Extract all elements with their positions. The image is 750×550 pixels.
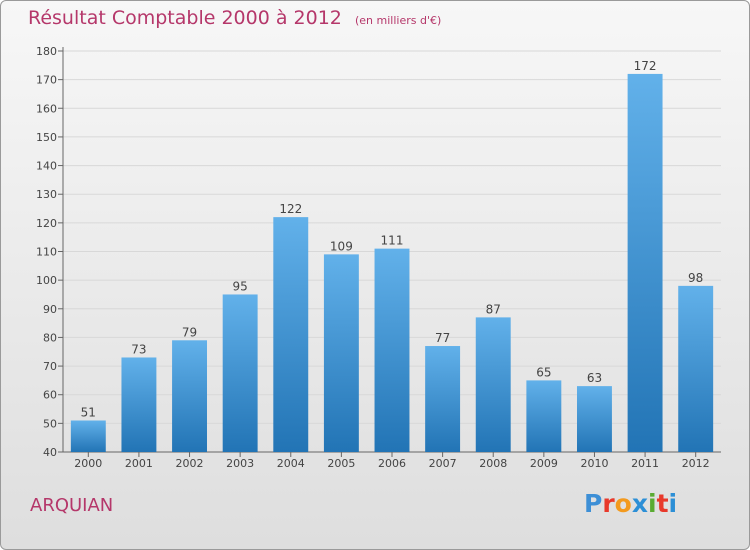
data-label-2001: 73 bbox=[131, 342, 146, 356]
data-label-2003: 95 bbox=[233, 279, 248, 293]
y-tick-label: 140 bbox=[36, 160, 57, 173]
data-label-2007: 77 bbox=[435, 331, 450, 345]
y-tick-label: 110 bbox=[36, 246, 57, 259]
data-label-2011: 172 bbox=[634, 59, 657, 73]
bar-2005 bbox=[323, 254, 359, 452]
data-label-2005: 109 bbox=[330, 239, 353, 253]
bar-2007 bbox=[425, 346, 461, 452]
proxiti-logo: Proxiti bbox=[584, 489, 677, 518]
logo-letter: o bbox=[614, 489, 632, 518]
data-label-2009: 65 bbox=[536, 365, 551, 379]
chart-title: Résultat Comptable 2000 à 2012 (en milli… bbox=[28, 7, 441, 29]
bar-2003 bbox=[222, 294, 258, 452]
y-tick-label: 120 bbox=[36, 217, 57, 230]
x-tick-label-2011: 2011 bbox=[631, 457, 659, 470]
x-tick-label-2004: 2004 bbox=[277, 457, 305, 470]
y-tick-label: 100 bbox=[36, 274, 57, 287]
y-tick-label: 40 bbox=[43, 446, 57, 459]
y-tick-label: 50 bbox=[43, 417, 57, 430]
bar-2009 bbox=[526, 380, 562, 452]
bar-2010 bbox=[576, 386, 612, 452]
x-tick-label-2000: 2000 bbox=[74, 457, 102, 470]
y-tick-label: 60 bbox=[43, 389, 57, 402]
logo-letter: x bbox=[631, 489, 648, 518]
y-tick-label: 180 bbox=[36, 45, 57, 58]
y-tick-label: 170 bbox=[36, 74, 57, 87]
data-label-2012: 98 bbox=[688, 271, 703, 285]
data-label-2008: 87 bbox=[486, 302, 501, 316]
x-tick-label-2012: 2012 bbox=[682, 457, 710, 470]
x-tick-label-2009: 2009 bbox=[530, 457, 558, 470]
title-main: Résultat Comptable 2000 à 2012 bbox=[28, 7, 342, 29]
data-label-2010: 63 bbox=[587, 371, 602, 385]
x-tick-label-2007: 2007 bbox=[429, 457, 457, 470]
y-tick-label: 130 bbox=[36, 188, 57, 201]
logo-letter: t bbox=[656, 489, 669, 518]
bar-2011 bbox=[627, 73, 663, 453]
logo-letter: i bbox=[648, 489, 657, 518]
x-tick-label-2008: 2008 bbox=[479, 457, 507, 470]
bar-2000 bbox=[70, 420, 106, 452]
bar-2012 bbox=[678, 285, 714, 452]
y-tick-label: 90 bbox=[43, 303, 57, 316]
x-tick-label-2001: 2001 bbox=[125, 457, 153, 470]
data-label-2004: 122 bbox=[279, 202, 302, 216]
data-label-2002: 79 bbox=[182, 325, 197, 339]
logo-letter: P bbox=[584, 489, 603, 518]
bar-2004 bbox=[273, 217, 309, 452]
y-tick-label: 70 bbox=[43, 360, 57, 373]
logo-letter: r bbox=[602, 489, 615, 518]
x-tick-label-2006: 2006 bbox=[378, 457, 406, 470]
city-name: ARQUIAN bbox=[30, 495, 114, 516]
y-tick-label: 80 bbox=[43, 331, 57, 344]
logo-letter: i bbox=[668, 489, 678, 518]
bar-2002 bbox=[172, 340, 208, 452]
data-label-2000: 51 bbox=[81, 405, 96, 419]
x-tick-label-2005: 2005 bbox=[327, 457, 355, 470]
y-tick-label: 150 bbox=[36, 131, 57, 144]
bar-2008 bbox=[475, 317, 511, 452]
title-unit: (en milliers d'€) bbox=[354, 14, 442, 27]
bar-2006 bbox=[374, 248, 410, 452]
bar-2001 bbox=[121, 357, 157, 452]
x-tick-label-2010: 2010 bbox=[580, 457, 608, 470]
y-tick-label: 160 bbox=[36, 102, 57, 115]
data-label-2006: 111 bbox=[381, 234, 404, 248]
x-tick-label-2003: 2003 bbox=[226, 457, 254, 470]
x-tick-label-2002: 2002 bbox=[176, 457, 204, 470]
